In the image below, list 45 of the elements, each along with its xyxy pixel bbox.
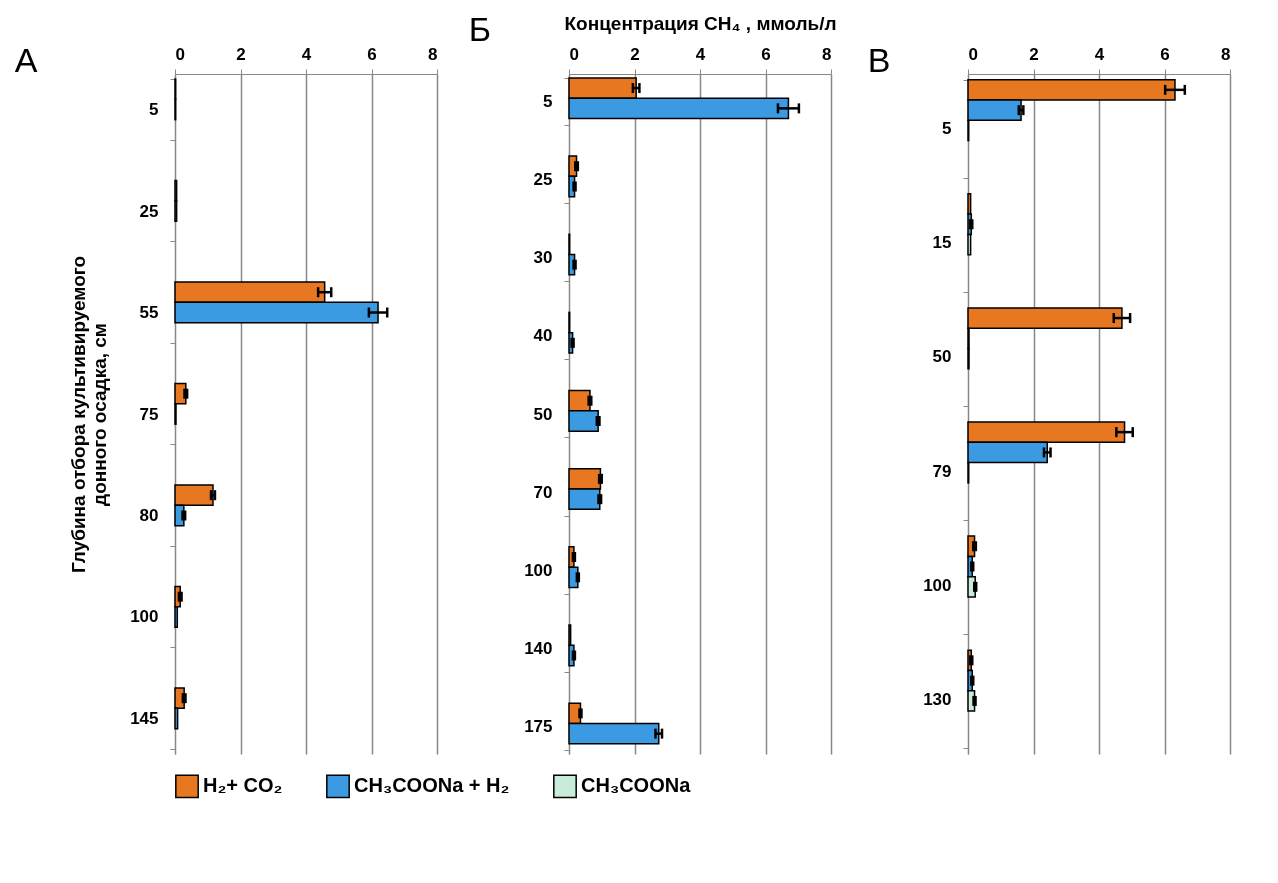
- y-tick-label: 50: [533, 404, 553, 424]
- text: Б: [468, 10, 491, 48]
- x-tick-label: 8: [822, 44, 832, 64]
- y-tick-label: 50: [932, 347, 952, 367]
- y-tick-label: 100: [524, 560, 553, 580]
- x-tick-label: 6: [1160, 44, 1170, 64]
- x-tick-label: 0: [968, 44, 978, 64]
- y-tick-label: 15: [932, 233, 952, 253]
- y-tick-label: 130: [923, 689, 952, 709]
- y-tick-label: 75: [139, 404, 159, 424]
- y-tick-label: 175: [524, 717, 553, 737]
- x-tick-label: 4: [695, 44, 706, 64]
- y-tick-label: 55: [139, 303, 159, 323]
- y-tick-label: 5: [543, 91, 553, 111]
- legend-label: H₂+ CO₂: [203, 774, 283, 797]
- y-tick-label: 80: [139, 505, 159, 525]
- y-tick-label: 25: [533, 170, 553, 190]
- y-tick-label: 70: [533, 482, 553, 502]
- x-tick-label: 2: [630, 44, 640, 64]
- x-tick-label: 6: [761, 44, 771, 64]
- y-tick-label: 79: [932, 461, 952, 481]
- y-tick-label: 100: [130, 607, 159, 627]
- x-tick-label: 8: [1221, 44, 1231, 64]
- x-tick-label: 4: [1094, 44, 1105, 64]
- x-tick-label: 0: [569, 44, 579, 64]
- y-tick-label: 5: [942, 119, 952, 139]
- x-tick-label: 2: [1029, 44, 1039, 64]
- x-tick-label: 4: [301, 44, 312, 64]
- y-tick-label: 40: [533, 326, 553, 346]
- y-tick-label: 5: [149, 100, 159, 120]
- legend-label: CH₃COONa: [581, 774, 692, 797]
- y-tick-label: 100: [923, 575, 952, 595]
- x-tick-label: 0: [175, 44, 185, 64]
- text: В: [867, 41, 891, 79]
- x-tick-label: 6: [367, 44, 377, 64]
- y-tick-label: 140: [524, 638, 553, 658]
- y-tick-label: 25: [139, 201, 159, 221]
- x-tick-label: 2: [236, 44, 246, 64]
- x-axis-title: Концентрация CH₄ , ммоль/л: [564, 12, 837, 34]
- y-tick-label: 30: [533, 248, 553, 268]
- y-tick-label: 145: [130, 708, 159, 728]
- x-tick-label: 8: [428, 44, 438, 64]
- text: А: [14, 41, 38, 79]
- legend-label: CH₃COONa + H₂: [354, 774, 510, 797]
- y-axis-title: Глубина отбора культивируемого донного осадка, см: [68, 255, 111, 574]
